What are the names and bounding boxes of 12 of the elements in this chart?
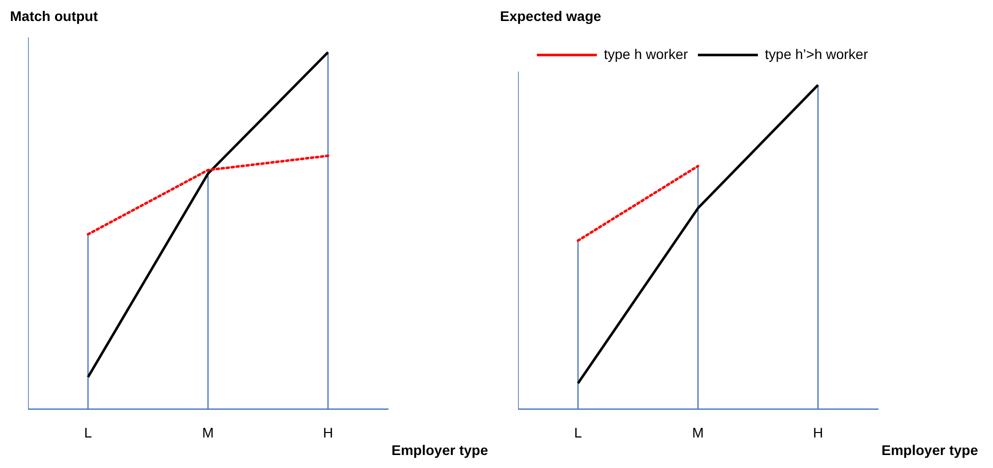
y-axis-title: Match output [10,8,98,24]
legend-label: type h’>h worker [764,46,868,62]
y-axis-title: Expected wage [500,8,602,24]
x-tick-label: L [84,424,92,440]
x-tick-label: M [202,424,214,440]
legend-label: type h worker [604,46,688,62]
x-axis-title: Employer type [882,442,978,458]
x-tick-label: L [574,424,582,440]
x-tick-label: H [812,424,824,440]
x-tick-label: M [692,424,704,440]
x-axis-title: Employer type [392,442,488,458]
x-tick-label: H [322,424,334,440]
